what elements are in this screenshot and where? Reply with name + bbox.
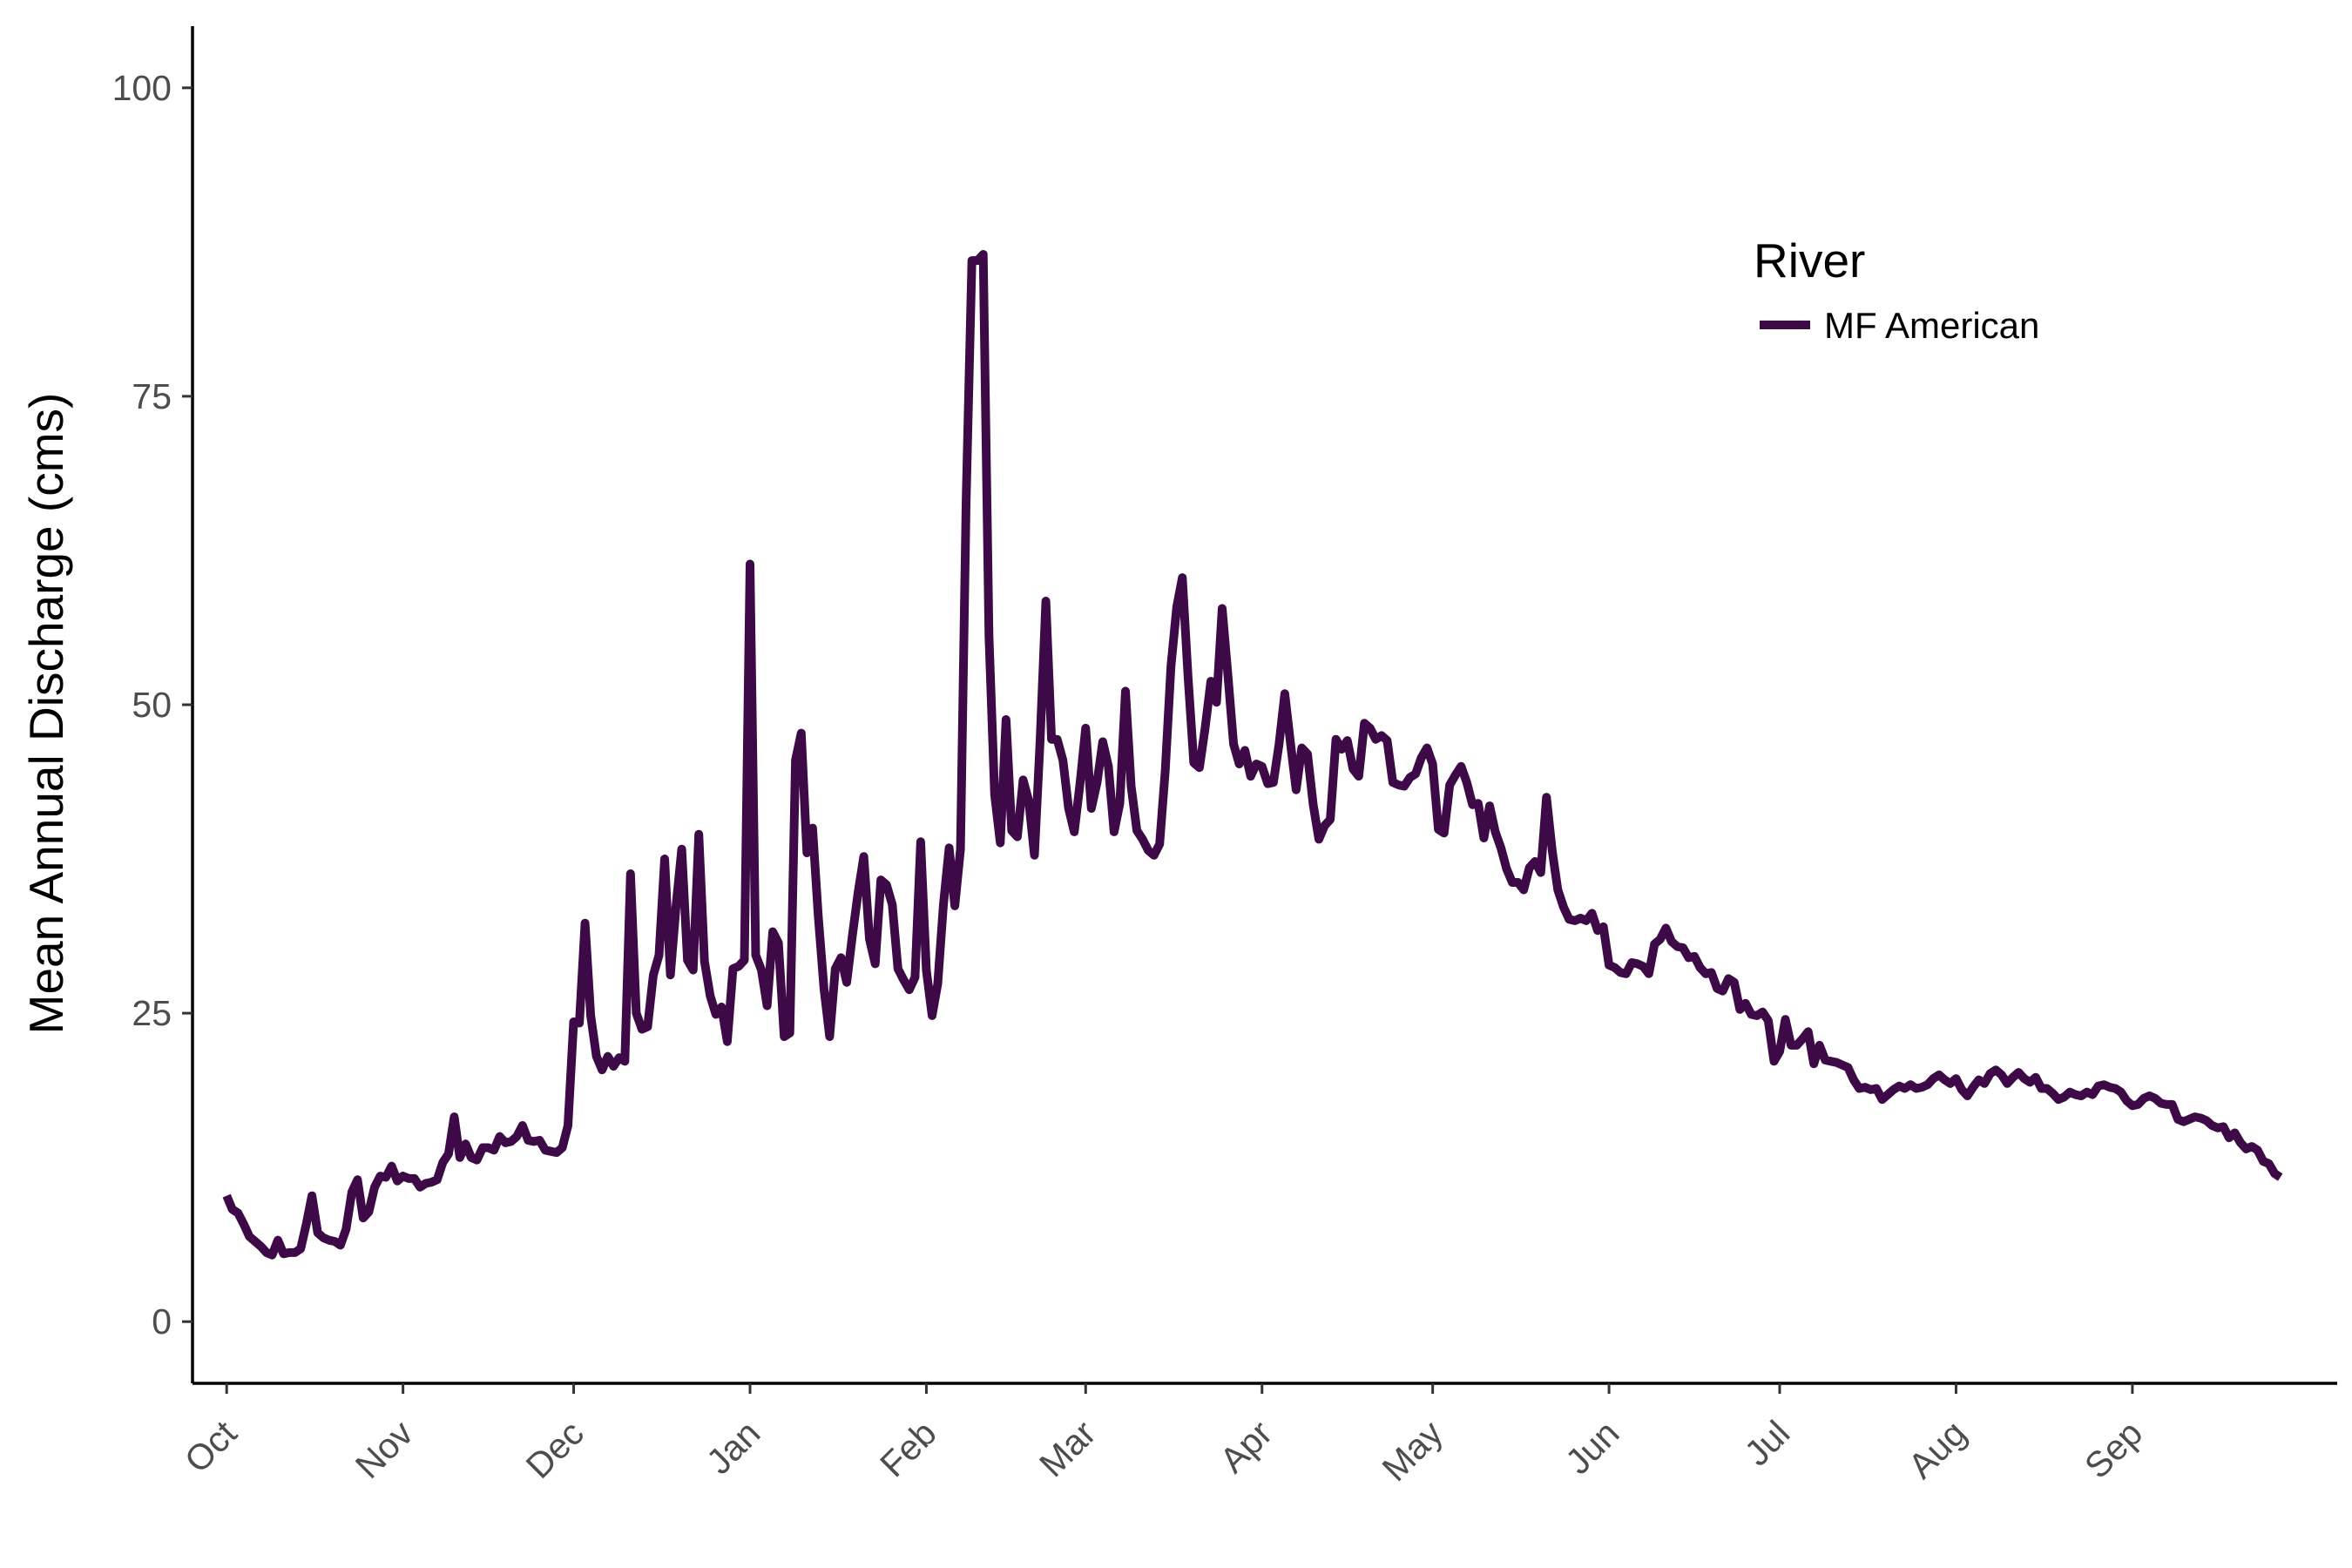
legend-title: River [1754,233,1865,287]
y-tick-label: 50 [132,685,172,725]
axes [191,26,2337,1385]
y-tick-label: 100 [112,68,172,108]
x-axis-ticks: Oct Nov Dec Jan Feb Mar Apr May Jun Jul Aug Sep [177,1383,2150,1489]
x-tick-label: Apr [1212,1413,1280,1481]
y-tick-label: 75 [132,376,172,416]
y-axis-title: Mean Annual Discharge (cms) [19,393,73,1035]
series-line-0 [222,250,2283,1260]
x-tick-label: Jun [1558,1413,1626,1482]
legend-label-mf-american: MF American [1824,305,2039,346]
x-tick-label: Jul [1737,1413,1798,1474]
x-tick-label: Oct [177,1412,245,1480]
x-tick-label: Nov [348,1412,421,1485]
x-tick-label: Jan [699,1413,767,1482]
y-axis-ticks: 0 25 50 75 100 [112,68,193,1342]
x-tick-label: Feb [872,1413,943,1484]
plot-area [222,250,2283,1260]
x-tick-label: Aug [1901,1413,1974,1486]
legend: River MF American [1754,233,2039,346]
x-tick-label: Mar [1031,1413,1103,1484]
x-tick-label: Sep [2077,1413,2150,1486]
y-tick-label: 0 [152,1301,172,1342]
x-tick-label: May [1375,1412,1451,1489]
y-tick-label: 25 [132,993,172,1033]
x-tick-label: Dec [518,1413,591,1486]
